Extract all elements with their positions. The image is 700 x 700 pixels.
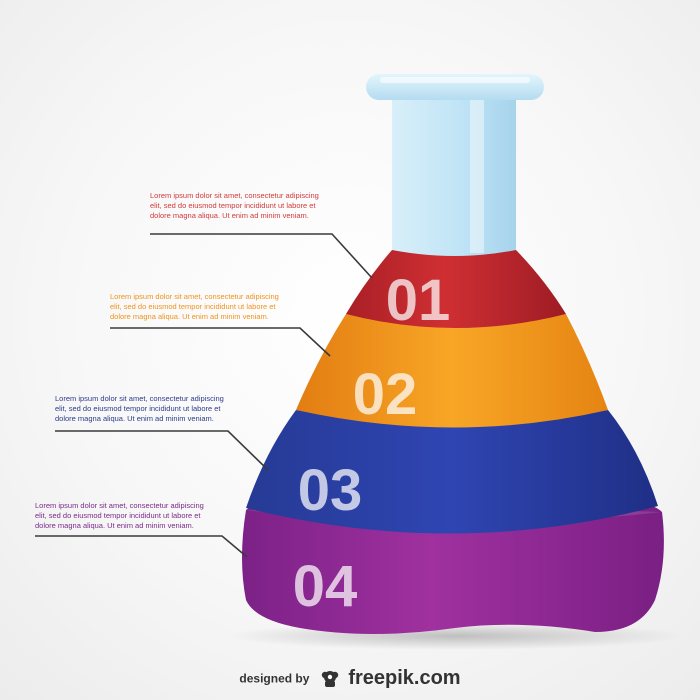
step-2-leader-line	[110, 327, 331, 357]
step-3-leader-line	[55, 430, 269, 471]
step-2-band: 02	[296, 314, 608, 428]
step-3-band: 03	[246, 410, 658, 534]
step-3-number: 03	[298, 458, 363, 523]
step-1-description: Lorem ipsum dolor sit amet, consectetur …	[150, 191, 319, 220]
step-2-number: 02	[353, 362, 418, 427]
freepik-logo-icon	[321, 670, 339, 687]
step-1-leader-line	[150, 233, 373, 279]
step-4-description: Lorem ipsum dolor sit amet, consectetur …	[35, 501, 204, 530]
step-1-number: 01	[386, 268, 451, 333]
credit-brand[interactable]: freepik.com	[348, 667, 461, 689]
credit-designed-by: designed by	[239, 671, 310, 686]
credit-line: designed by freepik.com	[0, 667, 700, 690]
step-3-description: Lorem ipsum dolor sit amet, consectetur …	[55, 394, 224, 423]
step-2-description: Lorem ipsum dolor sit amet, consectetur …	[110, 292, 279, 321]
step-4-number: 04	[293, 554, 358, 619]
step-1-band: 01	[346, 250, 566, 333]
flask-neck	[366, 74, 544, 257]
step-4-leader-line	[35, 535, 248, 558]
